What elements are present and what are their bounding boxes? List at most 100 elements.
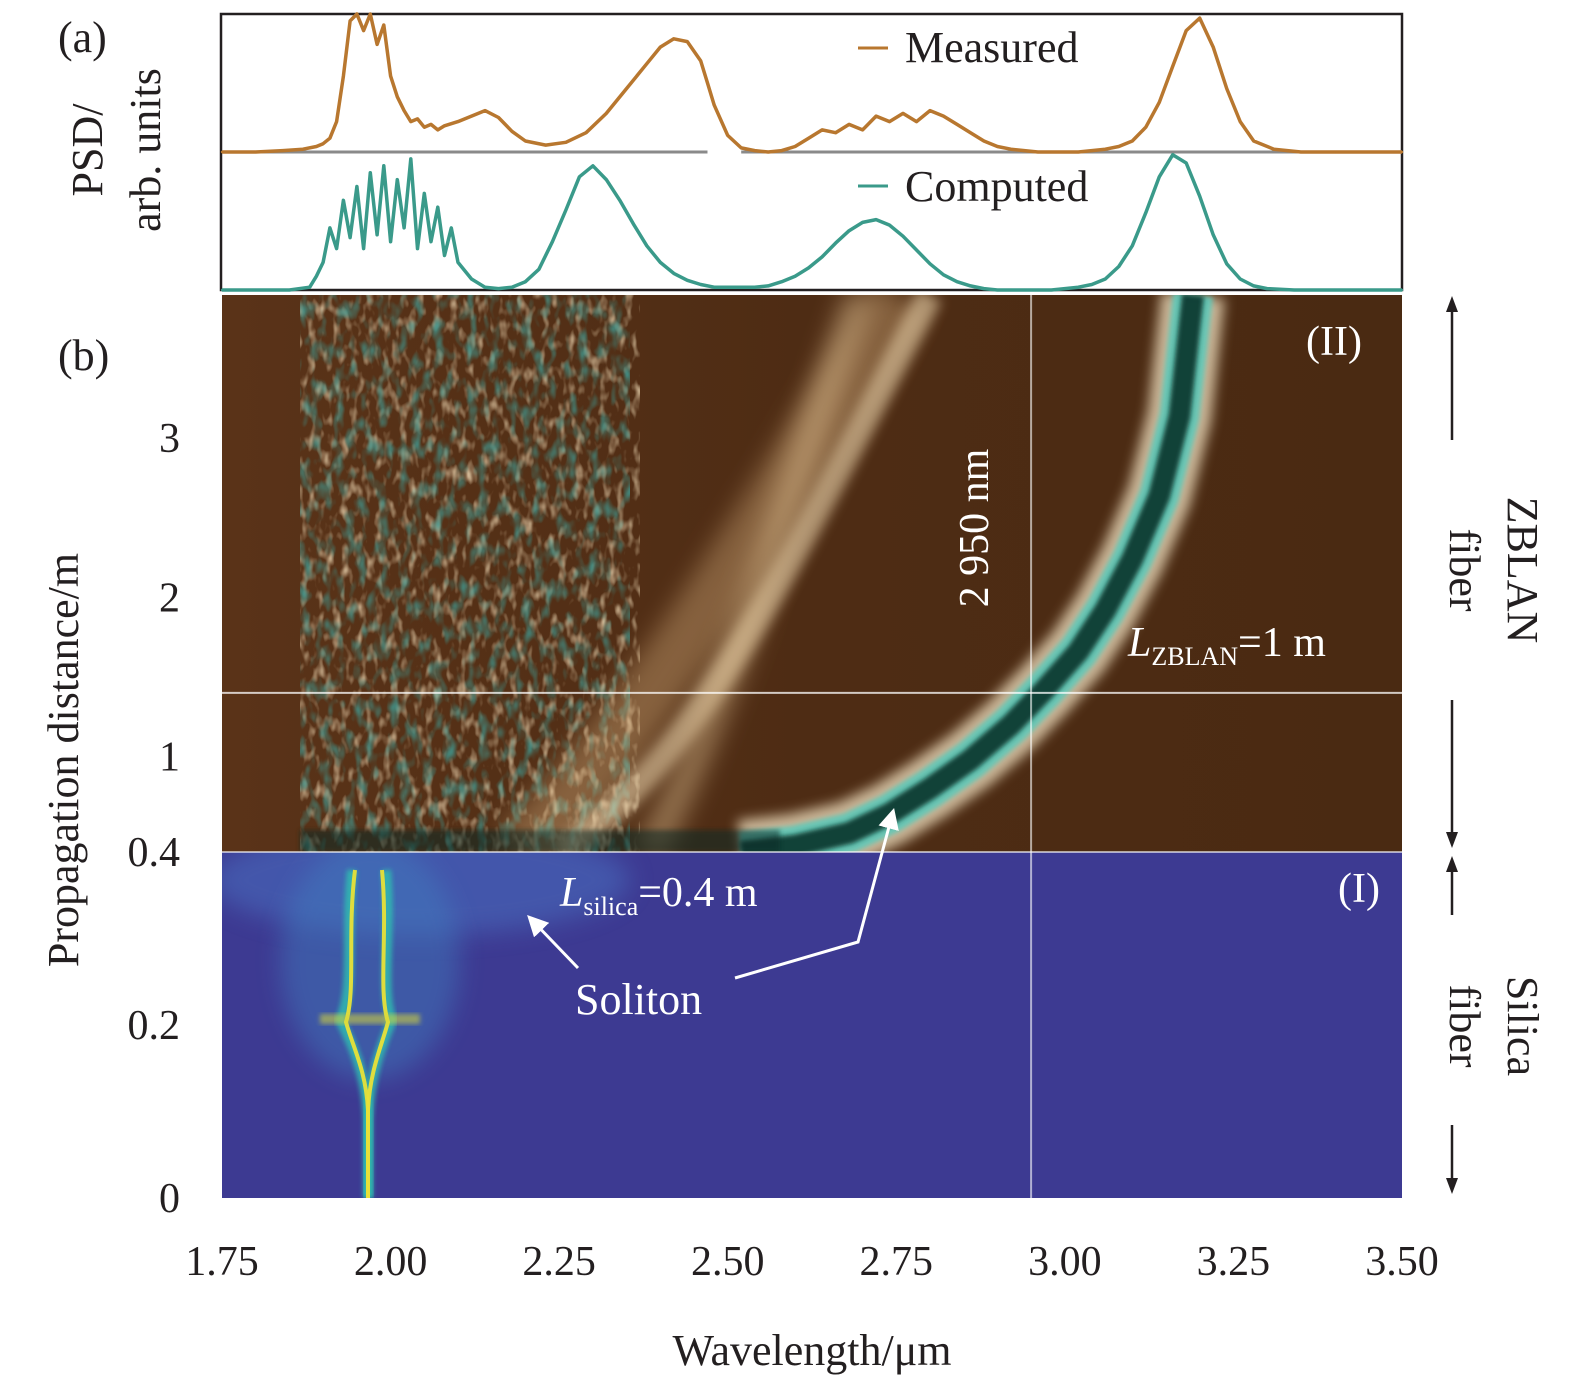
data-point-computed <box>713 286 716 289</box>
data-point-measured <box>375 43 379 46</box>
data-point-computed <box>1198 195 1201 198</box>
x-tick-label: 3.50 <box>1365 1239 1439 1285</box>
data-point-measured <box>423 126 426 129</box>
data-point-computed <box>753 286 756 289</box>
y-tick-label: 2 <box>159 575 180 621</box>
legend-measured-label: Measured <box>905 23 1079 72</box>
data-point-measured <box>793 145 797 148</box>
data-point-computed <box>308 286 311 289</box>
x-tick-label: 2.75 <box>860 1239 934 1285</box>
silica-span-indicator <box>1446 856 1458 1194</box>
data-point-measured <box>928 109 932 112</box>
y-tick-label: 0.2 <box>128 1003 181 1049</box>
data-point-measured <box>645 62 648 65</box>
data-point-measured <box>1023 149 1026 152</box>
psd-plot <box>220 12 1404 292</box>
panel-a-label: (a) <box>58 13 107 62</box>
data-point-measured <box>874 114 878 118</box>
data-point-measured <box>355 12 359 16</box>
data-point-measured <box>672 37 675 40</box>
data-point-computed <box>510 286 514 289</box>
data-point-measured <box>443 124 446 128</box>
data-point-measured <box>1239 120 1242 123</box>
data-point-measured <box>780 149 783 152</box>
data-point-measured <box>342 74 345 78</box>
data-point-computed <box>1144 211 1148 214</box>
data-point-computed <box>982 287 986 290</box>
data-point-measured <box>861 128 864 132</box>
data-point-computed <box>1077 286 1080 289</box>
data-point-measured <box>1272 148 1276 151</box>
data-point-computed <box>551 240 554 243</box>
data-point-measured <box>834 131 837 134</box>
data-point-computed <box>793 275 797 278</box>
data-point-computed <box>1252 284 1255 288</box>
data-point-computed <box>1171 153 1174 156</box>
region-i-label: (I) <box>1338 866 1380 912</box>
data-point-measured <box>625 87 628 90</box>
data-point-computed <box>928 262 932 265</box>
data-point-computed <box>901 235 905 238</box>
data-point-computed <box>591 164 595 167</box>
data-point-measured <box>1009 148 1013 151</box>
data-point-computed <box>780 280 783 283</box>
data-point-measured <box>281 149 284 152</box>
x-tick-label: 2.00 <box>354 1239 428 1285</box>
data-point-computed <box>369 171 372 174</box>
data-point-computed <box>1292 288 1296 292</box>
data-point-computed <box>1009 288 1013 292</box>
data-point-measured <box>220 150 224 154</box>
data-point-computed <box>497 287 500 290</box>
data-point-computed <box>820 255 824 259</box>
data-point-computed <box>382 164 385 167</box>
data-point-measured <box>389 74 392 78</box>
x-tick-label: 3.00 <box>1028 1239 1102 1285</box>
data-point-measured <box>396 95 399 99</box>
silica-side-label-line1: Silica <box>1498 976 1547 1076</box>
zblan-length-symbol: L <box>1127 620 1151 666</box>
data-point-computed <box>1212 233 1215 236</box>
zblan-side-label-line2: fiber <box>1440 528 1489 611</box>
x-tick-label: 1.75 <box>185 1239 259 1285</box>
silica-length-label: Lsilica=0.4 m <box>559 870 758 921</box>
data-point-measured <box>301 148 305 151</box>
data-point-computed <box>605 178 608 181</box>
data-point-computed <box>450 226 453 230</box>
data-point-measured <box>996 145 999 148</box>
data-point-computed <box>672 272 675 275</box>
data-point-measured <box>348 19 352 23</box>
data-point-measured <box>605 112 608 115</box>
data-point-computed <box>362 247 365 250</box>
data-point-measured <box>982 139 986 143</box>
data-point-computed <box>1239 277 1242 281</box>
data-point-computed <box>1090 283 1094 286</box>
data-point-measured <box>1036 150 1040 154</box>
soliton-arrow-zblan <box>734 807 899 980</box>
x-tick-label: 2.25 <box>522 1239 596 1285</box>
data-point-measured <box>1117 145 1121 148</box>
data-point-computed <box>915 248 918 252</box>
x-tick-label: 3.25 <box>1197 1239 1271 1285</box>
legend-computed-label: Computed <box>905 162 1088 211</box>
data-point-computed <box>942 273 945 276</box>
data-point-measured <box>915 120 918 123</box>
zblan-length-value: =1 m <box>1238 620 1326 666</box>
data-point-computed <box>416 247 419 250</box>
panel-a-ylabel-line1: PSD/ <box>63 103 112 197</box>
data-point-measured <box>1104 148 1107 151</box>
data-point-measured <box>321 142 325 145</box>
data-point-measured <box>456 120 460 123</box>
data-point-measured <box>382 23 385 27</box>
data-point-computed <box>443 254 446 257</box>
data-point-computed <box>807 266 810 270</box>
data-point-computed <box>342 199 345 202</box>
data-point-measured <box>1212 45 1215 49</box>
data-point-measured <box>820 128 824 132</box>
data-point-computed <box>1036 288 1040 292</box>
marker-wavelength-label: 2 950 nm <box>952 448 998 607</box>
data-point-measured <box>402 109 406 112</box>
zblan-span-indicator <box>1446 296 1458 848</box>
data-point-computed <box>1333 288 1336 292</box>
zblan-heatmap <box>222 295 1402 852</box>
data-point-measured <box>1063 150 1067 154</box>
